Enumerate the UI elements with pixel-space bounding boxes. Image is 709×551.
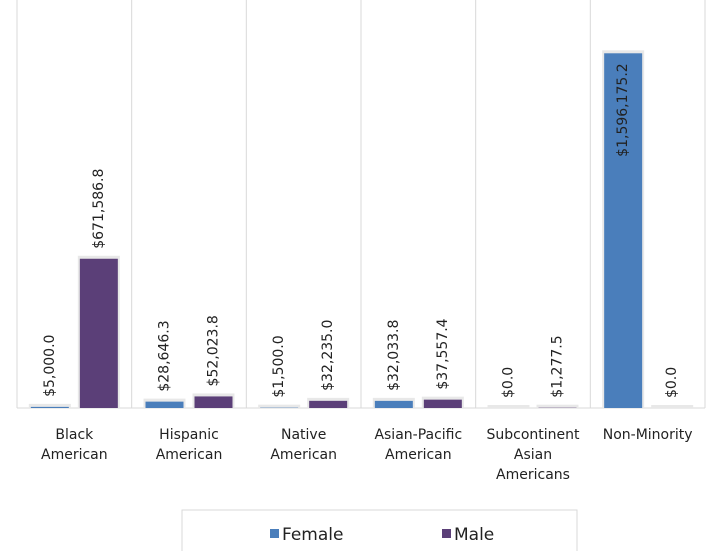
legend-label: Male xyxy=(454,525,494,545)
data-label: $0.0 xyxy=(501,367,517,398)
data-label: $52,023.8 xyxy=(206,315,222,386)
bar xyxy=(309,400,348,408)
data-label: $0.0 xyxy=(664,367,680,398)
data-label: $671,586.8 xyxy=(91,169,107,249)
bar xyxy=(79,258,118,408)
data-label: $1,500.0 xyxy=(271,335,287,397)
bar xyxy=(374,400,413,408)
data-label: $28,646.3 xyxy=(157,320,173,391)
x-tick-label: Black American xyxy=(41,427,108,463)
data-label: $1,596,175.2 xyxy=(615,63,631,157)
bar-shadow xyxy=(536,404,579,408)
legend-box xyxy=(181,509,578,551)
legend-label: Female xyxy=(282,525,343,545)
data-label: $5,000.0 xyxy=(42,335,58,397)
bar xyxy=(145,401,184,408)
bar-shadow xyxy=(28,403,71,408)
x-tick-label: Non-Minority xyxy=(602,427,693,443)
x-tick-label: Asian-Pacific American xyxy=(374,427,463,463)
legend-swatch xyxy=(442,529,451,538)
data-label: $1,277.5 xyxy=(550,335,566,397)
x-tick-label: Native American xyxy=(270,427,337,463)
data-label: $37,557.4 xyxy=(435,318,451,389)
bar xyxy=(604,53,643,408)
legend-swatch xyxy=(270,529,279,538)
bar xyxy=(423,399,462,408)
bar-shadow xyxy=(487,405,530,408)
data-label: $32,033.8 xyxy=(386,320,402,391)
bar-shadow xyxy=(258,404,301,408)
data-label: $32,235.0 xyxy=(320,320,336,391)
x-tick-label: Hispanic American xyxy=(155,427,223,463)
bar xyxy=(194,396,233,408)
bar xyxy=(30,406,69,408)
x-tick-label: Subcontinent Asian Americans xyxy=(486,427,580,483)
bar-shadow xyxy=(651,405,694,408)
